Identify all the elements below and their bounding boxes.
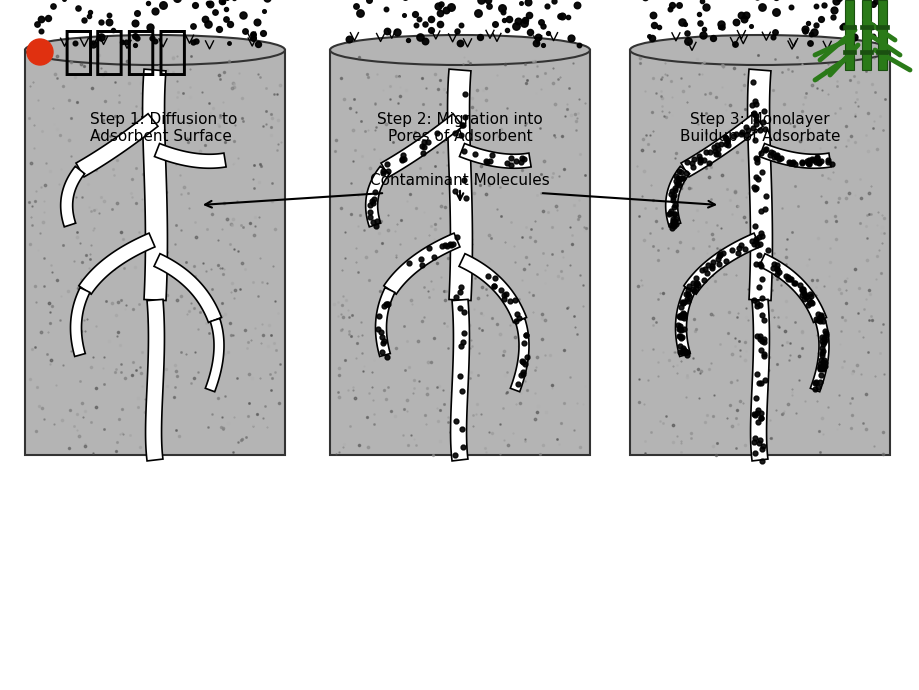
- Polygon shape: [375, 288, 394, 357]
- Bar: [630, 50, 889, 455]
- Polygon shape: [205, 319, 223, 392]
- Polygon shape: [154, 144, 226, 168]
- Bar: [875, 50, 888, 54]
- Polygon shape: [459, 254, 526, 322]
- Polygon shape: [71, 288, 90, 357]
- Bar: [861, 0, 870, 70]
- Text: Step 3: Monolayer
Buildup of Adsorbate: Step 3: Monolayer Buildup of Adsorbate: [679, 112, 839, 144]
- Bar: [875, 25, 888, 29]
- Bar: [877, 0, 886, 70]
- Bar: [842, 50, 855, 54]
- Bar: [859, 25, 872, 29]
- Polygon shape: [365, 166, 390, 227]
- Polygon shape: [758, 254, 825, 322]
- Ellipse shape: [25, 35, 285, 65]
- Polygon shape: [675, 288, 694, 357]
- Bar: [330, 50, 589, 455]
- Bar: [859, 50, 872, 54]
- Polygon shape: [810, 319, 828, 392]
- Polygon shape: [758, 144, 830, 168]
- Text: Contaminant Molecules: Contaminant Molecules: [369, 173, 550, 188]
- Text: 吸附机理: 吸附机理: [62, 26, 188, 78]
- Polygon shape: [447, 69, 472, 301]
- Polygon shape: [142, 69, 167, 301]
- Polygon shape: [747, 69, 772, 301]
- Text: Step 2: Migration into
Pores of Adsorbent: Step 2: Migration into Pores of Adsorben…: [377, 112, 542, 144]
- Polygon shape: [680, 114, 762, 177]
- Polygon shape: [145, 299, 165, 461]
- Polygon shape: [383, 233, 460, 294]
- Polygon shape: [450, 299, 469, 461]
- Polygon shape: [683, 233, 759, 294]
- Bar: [25, 50, 285, 455]
- Polygon shape: [76, 114, 158, 177]
- Polygon shape: [665, 166, 689, 227]
- Text: Step 1: Diffusion to
Adsorbent Surface: Step 1: Diffusion to Adsorbent Surface: [90, 112, 237, 144]
- Bar: [844, 0, 853, 70]
- Bar: [842, 25, 855, 29]
- Circle shape: [27, 39, 53, 65]
- Polygon shape: [380, 114, 462, 177]
- Polygon shape: [61, 166, 85, 227]
- Ellipse shape: [330, 35, 589, 65]
- Polygon shape: [153, 254, 221, 322]
- Ellipse shape: [630, 35, 889, 65]
- Polygon shape: [510, 319, 528, 392]
- Polygon shape: [750, 299, 768, 461]
- Polygon shape: [459, 144, 530, 168]
- Polygon shape: [79, 233, 154, 294]
